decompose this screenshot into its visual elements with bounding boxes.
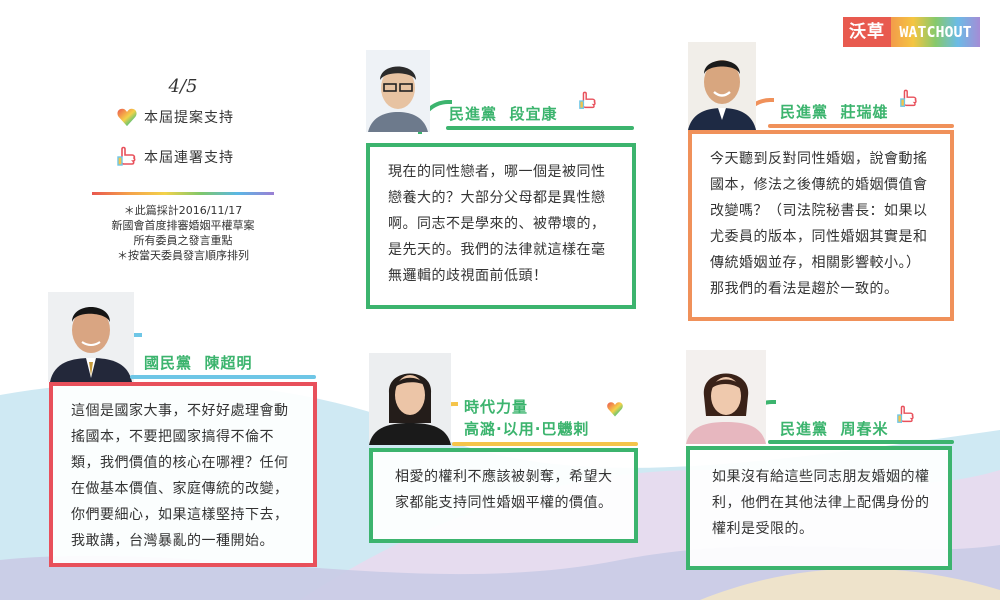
quote-box: 現在的同性戀者，哪一個是被同性戀養大的？大部分父母都是異性戀啊。同志不是學來的、…	[366, 143, 636, 309]
legislator-name: 段宜康	[509, 105, 558, 123]
logo-text-b: WATCHOUT	[891, 17, 980, 47]
party-label: 民進黨	[780, 420, 829, 438]
party-label: 民進黨	[449, 105, 498, 123]
rainbow-divider	[92, 192, 274, 195]
thumb-icon	[579, 91, 596, 109]
logo-text-a: 沃草	[843, 17, 891, 47]
legislator-photo	[688, 42, 756, 130]
legislator-photo	[369, 353, 451, 445]
quote-box: 今天聽到反對同性婚姻，說會動搖國本，修法之後傳統的婚姻價值會改變嗎？（司法院秘書…	[688, 130, 954, 321]
legend-proposal-label: 本屆提案支持	[144, 110, 234, 126]
party-label: 民進黨	[780, 103, 829, 121]
quote-box: 這個是國家大事，不好好處理會動搖國本，不要把國家搞得不倫不類，我們價值的核心在哪…	[49, 382, 317, 567]
legislator-name: 陳超明	[204, 354, 253, 372]
legislator-name: 高潞·以用·巴魕剌	[464, 420, 590, 438]
name-underline	[130, 375, 316, 379]
legend-cosign: 本屆連署支持	[116, 142, 276, 172]
watchout-logo: 沃草 WATCHOUT	[843, 17, 980, 47]
name-underline	[768, 440, 954, 444]
rainbow-heart-icon	[117, 108, 137, 127]
legislator-name-label: 民進黨 莊瑞雄	[780, 101, 888, 122]
party-label: 時代力量	[464, 398, 529, 416]
legislator-photo	[686, 350, 766, 444]
quote-box: 如果沒有給這些同志朋友婚姻的權利，他們在其他法律上配偶身份的權利是受限的。	[686, 446, 952, 570]
legend: 4/5 本屆提案支持 本屆連署支持 ＊此篇採計2016/11/17 新國會首度排…	[90, 76, 276, 263]
thumb-icon	[897, 405, 914, 423]
note-line: 所有委員之發言重點	[133, 234, 233, 247]
legend-cosign-label: 本屆連署支持	[144, 150, 234, 166]
legislator-name: 莊瑞雄	[840, 103, 889, 121]
note-line: ＊此篇採計2016/11/17	[123, 204, 243, 217]
legislator-name-label: 時代力量 高潞·以用·巴魕剌	[464, 396, 589, 440]
thumb-icon	[117, 146, 136, 166]
legislator-name: 周春米	[840, 420, 889, 438]
legislator-name-label: 國民黨 陳超明	[144, 352, 252, 373]
name-underline	[452, 442, 638, 446]
name-underline	[768, 124, 954, 128]
legislator-name-label: 民進黨 段宜康	[449, 103, 557, 124]
note-line: 新國會首度排審婚姻平權草案	[111, 219, 255, 232]
thumb-icon	[900, 89, 917, 107]
note-line: ＊按當天委員發言順序排列	[117, 249, 249, 262]
heart-icon	[607, 402, 623, 417]
name-underline	[446, 126, 634, 130]
legend-proposal: 本屆提案支持	[116, 102, 276, 132]
fraction-label: 4/5	[168, 76, 198, 97]
party-label: 國民黨	[144, 354, 193, 372]
legislator-photo	[48, 292, 134, 382]
notes: ＊此篇採計2016/11/17 新國會首度排審婚姻平權草案 所有委員之發言重點 …	[90, 203, 276, 263]
legislator-name-label: 民進黨 周春米	[780, 418, 888, 439]
quote-box: 相愛的權利不應該被剝奪，希望大家都能支持同性婚姻平權的價值。	[369, 448, 638, 543]
legislator-photo	[366, 50, 430, 132]
